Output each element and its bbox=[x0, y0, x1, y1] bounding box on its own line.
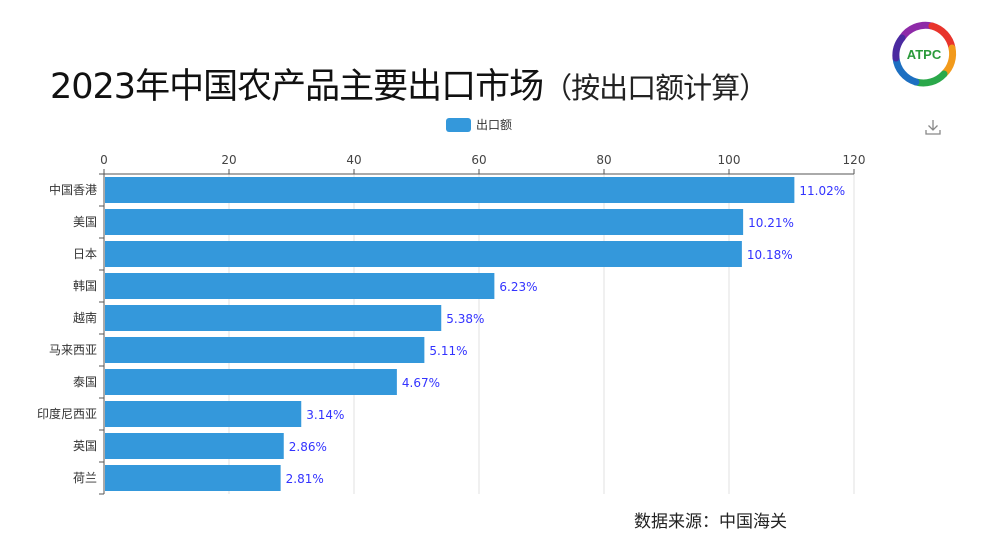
bar bbox=[105, 177, 795, 203]
data-source: 数据来源：中国海关 bbox=[634, 512, 787, 532]
bar bbox=[105, 241, 742, 267]
bar bbox=[105, 465, 281, 491]
data-label: 10.18% bbox=[747, 248, 793, 262]
logo-text: ATPC bbox=[907, 47, 942, 62]
y-tick-label: 马来西亚 bbox=[49, 343, 97, 357]
x-tick-label: 120 bbox=[843, 153, 866, 167]
y-tick-label: 中国香港 bbox=[49, 182, 97, 197]
legend-label: 出口额 bbox=[476, 118, 513, 132]
legend-swatch bbox=[446, 117, 471, 132]
bar bbox=[105, 273, 495, 299]
x-tick-label: 100 bbox=[718, 153, 741, 167]
bar bbox=[105, 209, 744, 235]
y-tick-label: 美国 bbox=[73, 215, 97, 229]
bar bbox=[105, 401, 302, 427]
title-main: 2023年中国农产品主要出口市场 bbox=[50, 67, 544, 107]
download-icon[interactable] bbox=[924, 118, 942, 140]
x-tick-label: 80 bbox=[596, 153, 611, 167]
y-tick-label: 日本 bbox=[73, 247, 97, 261]
x-tick-label: 60 bbox=[471, 153, 486, 167]
y-tick-label: 荷兰 bbox=[73, 471, 97, 485]
data-label: 3.14% bbox=[306, 408, 344, 422]
data-label: 11.02% bbox=[799, 184, 845, 198]
x-tick-label: 0 bbox=[100, 153, 108, 167]
data-label: 2.81% bbox=[286, 472, 324, 486]
y-tick-label: 印度尼西亚 bbox=[37, 406, 97, 421]
atpc-logo: ATPC bbox=[888, 18, 960, 90]
data-label: 4.67% bbox=[402, 376, 440, 390]
bar bbox=[105, 305, 442, 331]
data-label: 2.86% bbox=[289, 440, 327, 454]
y-tick-label: 越南 bbox=[73, 310, 97, 325]
bar bbox=[105, 337, 425, 363]
y-tick-label: 泰国 bbox=[73, 375, 97, 389]
bar bbox=[105, 433, 284, 459]
chart-title: 2023年中国农产品主要出口市场（按出口额计算） bbox=[50, 58, 768, 109]
data-label: 10.21% bbox=[748, 216, 794, 230]
y-tick-label: 韩国 bbox=[73, 278, 97, 293]
bar bbox=[105, 369, 397, 395]
title-sub: （按出口额计算） bbox=[543, 71, 768, 105]
y-tick-label: 英国 bbox=[73, 439, 97, 453]
data-label: 6.23% bbox=[499, 280, 537, 294]
data-label: 5.11% bbox=[429, 344, 467, 358]
data-label: 5.38% bbox=[446, 312, 484, 326]
legend[interactable]: 出口额 bbox=[446, 116, 512, 133]
x-tick-label: 40 bbox=[346, 153, 361, 167]
x-tick-label: 20 bbox=[221, 153, 236, 167]
